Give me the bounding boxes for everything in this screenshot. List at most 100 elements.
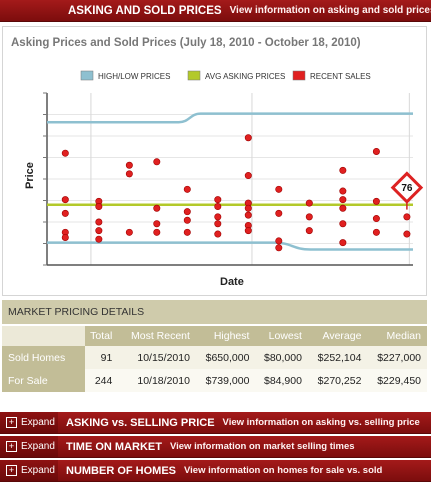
sale-point (153, 158, 161, 166)
price-chart: HIGH/LOW PRICES AVG ASKING PRICES RECENT S… (24, 70, 424, 288)
expand-label: Expand (21, 417, 55, 428)
sale-point (403, 213, 411, 221)
sale-point (153, 204, 161, 212)
market-details-title: MARKET PRICING DETAILS (8, 306, 145, 318)
market-pricing-table: Total Most Recent Highest Lowest Average… (2, 326, 427, 392)
callout-marker (390, 171, 424, 204)
table-cell: $229,450 (367, 369, 427, 392)
sale-point (275, 209, 283, 217)
expand-button[interactable]: + Expand (0, 436, 58, 457)
table-cell: 244 (84, 369, 119, 392)
sale-point (153, 228, 161, 236)
table-cell: 91 (84, 346, 119, 369)
asking-sold-header[interactable]: ASKING AND SOLD PRICES View information … (0, 0, 431, 22)
x-axis-label: Date (220, 276, 244, 288)
sale-point (183, 185, 191, 193)
table-cell: $84,900 (255, 369, 308, 392)
plus-icon: + (6, 465, 17, 476)
sale-point (183, 216, 191, 224)
expand-button[interactable]: + Expand (0, 412, 58, 433)
sale-point (61, 233, 69, 241)
sale-point (305, 199, 313, 207)
sale-point (275, 244, 283, 252)
sale-point (61, 209, 69, 217)
number-of-homes-panel[interactable]: + Expand NUMBER OF HOMES View informatio… (0, 460, 431, 482)
panel-description: View information on market selling times (169, 441, 355, 452)
sale-point (244, 172, 252, 180)
expand-button[interactable]: + Expand (0, 460, 58, 481)
sale-point (214, 203, 222, 211)
sale-point (214, 196, 222, 204)
sale-point (153, 220, 161, 228)
panel-description: View information on homes for sale vs. s… (184, 465, 383, 476)
y-axis-label: Price (24, 162, 36, 189)
table-row: Sold Homes 91 10/15/2010 $650,000 $80,00… (2, 346, 427, 369)
sale-point (214, 220, 222, 228)
chart-title: Asking Prices and Sold Prices (July 18, … (11, 37, 361, 49)
plus-icon: + (6, 441, 17, 452)
col-header: Average (307, 326, 368, 346)
table-cell: $270,252 (307, 369, 368, 392)
col-header: Highest (195, 326, 256, 346)
sale-point (339, 166, 347, 174)
panel-description: View information on asking vs. selling p… (222, 417, 420, 428)
sale-point (183, 228, 191, 236)
callout-label: 76 (401, 183, 413, 194)
row-label: For Sale (2, 369, 85, 392)
legend-label: AVG ASKING PRICES (205, 72, 285, 81)
row-label: Sold Homes (2, 346, 85, 369)
sale-point (372, 215, 380, 223)
sale-point (305, 213, 313, 221)
sale-point (125, 228, 133, 236)
col-header: Median (367, 326, 427, 346)
expand-label: Expand (21, 441, 55, 452)
table-cell: $227,000 (367, 346, 427, 369)
legend-label: HIGH/LOW PRICES (98, 72, 170, 81)
expand-label: Expand (21, 465, 55, 476)
sale-point (95, 203, 103, 211)
col-header: Most Recent (118, 326, 196, 346)
high-price-line (47, 112, 413, 124)
market-details-header: MARKET PRICING DETAILS (2, 300, 427, 324)
header-description: View information on asking and sold pric… (229, 5, 431, 16)
sale-point (339, 196, 347, 204)
panel-title: TIME ON MARKET (66, 440, 162, 453)
table-cell: $80,000 (255, 346, 308, 369)
sale-point (372, 197, 380, 205)
sale-point (275, 185, 283, 193)
sale-point (372, 147, 380, 155)
sale-point (183, 208, 191, 216)
sale-point (244, 134, 252, 142)
legend-swatch (292, 70, 306, 81)
table-cell: $650,000 (195, 346, 256, 369)
sale-point (95, 235, 103, 243)
sale-point (95, 218, 103, 226)
sale-point (372, 228, 380, 236)
table-cell: $739,000 (195, 369, 256, 392)
sale-point (61, 149, 69, 157)
asking-vs-selling-panel[interactable]: + Expand ASKING vs. SELLING PRICE View i… (0, 412, 431, 434)
table-cell: 10/15/2010 (118, 346, 196, 369)
sale-point (214, 213, 222, 221)
sale-point (244, 227, 252, 235)
sale-point (275, 237, 283, 245)
sale-point (125, 161, 133, 169)
sale-point (244, 211, 252, 219)
sale-point (61, 196, 69, 204)
sale-point (305, 227, 313, 235)
sale-point (244, 204, 252, 212)
sale-point (339, 220, 347, 228)
legend-swatch (187, 70, 201, 81)
sale-point (403, 230, 411, 238)
legend-swatch (80, 70, 94, 81)
table-row: For Sale 244 10/18/2010 $739,000 $84,900… (2, 369, 427, 392)
sale-point (95, 227, 103, 235)
time-on-market-panel[interactable]: + Expand TIME ON MARKET View information… (0, 436, 431, 458)
sale-point (125, 170, 133, 178)
panel-title: NUMBER OF HOMES (66, 464, 176, 477)
header-title: ASKING AND SOLD PRICES (68, 4, 222, 17)
low-price-line (46, 241, 413, 251)
panel-title: ASKING vs. SELLING PRICE (66, 416, 215, 429)
table-cell: $252,104 (307, 346, 368, 369)
sale-point (339, 187, 347, 195)
